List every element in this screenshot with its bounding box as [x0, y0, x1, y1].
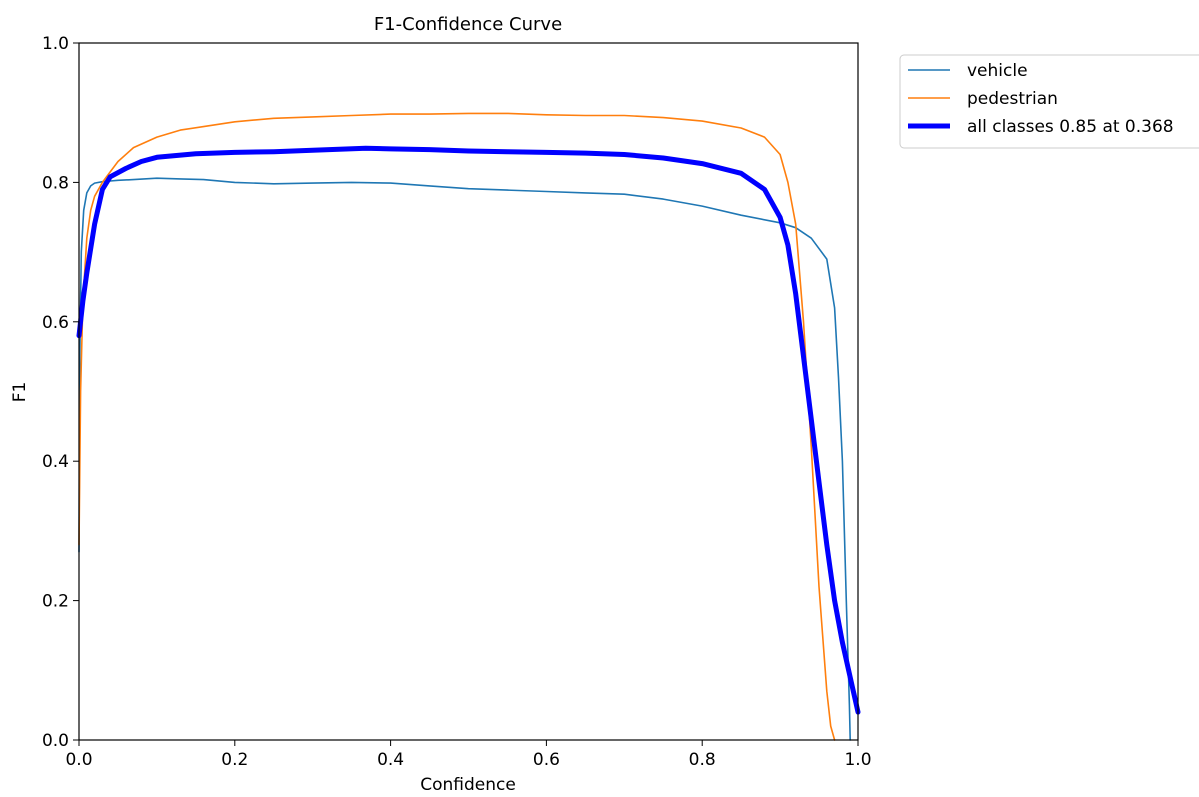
- y-tick-label: 1.0: [42, 34, 69, 54]
- y-axis: 0.0 0.2 0.4 0.6 0.8 1.0: [42, 34, 79, 751]
- series-line-all-classes-0-85-at-0-368: [76, 145, 861, 715]
- y-tick-label: 0.0: [42, 731, 69, 751]
- x-tick-label: 0.4: [377, 750, 404, 770]
- y-tick-label: 0.2: [42, 592, 69, 612]
- legend-box: [899, 54, 1199, 149]
- y-tick-label: 0.8: [42, 173, 69, 193]
- legend-label-vehicle: vehicle: [967, 61, 1028, 81]
- series-line-vehicle: [78, 177, 851, 741]
- x-axis: 0.0 0.2 0.4 0.6 0.8 1.0: [65, 740, 872, 770]
- x-tick-label: 0.2: [221, 750, 248, 770]
- series-line-pedestrian: [78, 112, 836, 741]
- y-tick-label: 0.4: [42, 452, 69, 472]
- x-tick-label: 0.6: [533, 750, 560, 770]
- chart-title: F1-Confidence Curve: [374, 14, 562, 35]
- x-tick-label: 0.8: [689, 750, 716, 770]
- legend-label-pedestrian: pedestrian: [967, 89, 1058, 109]
- plot-lines: [76, 112, 861, 741]
- legend-label-all-classes-0-85-at-0-368: all classes 0.85 at 0.368: [967, 117, 1174, 137]
- y-axis-title: F1: [10, 382, 30, 403]
- x-tick-label: 0.0: [65, 750, 92, 770]
- y-tick-label: 0.6: [42, 313, 69, 333]
- plot-frame: [78, 42, 859, 741]
- x-tick-label: 1.0: [844, 750, 871, 770]
- legend: vehicle pedestrian all classes 0.85 at 0.3…: [899, 54, 1199, 149]
- x-axis-title: Confidence: [420, 775, 516, 795]
